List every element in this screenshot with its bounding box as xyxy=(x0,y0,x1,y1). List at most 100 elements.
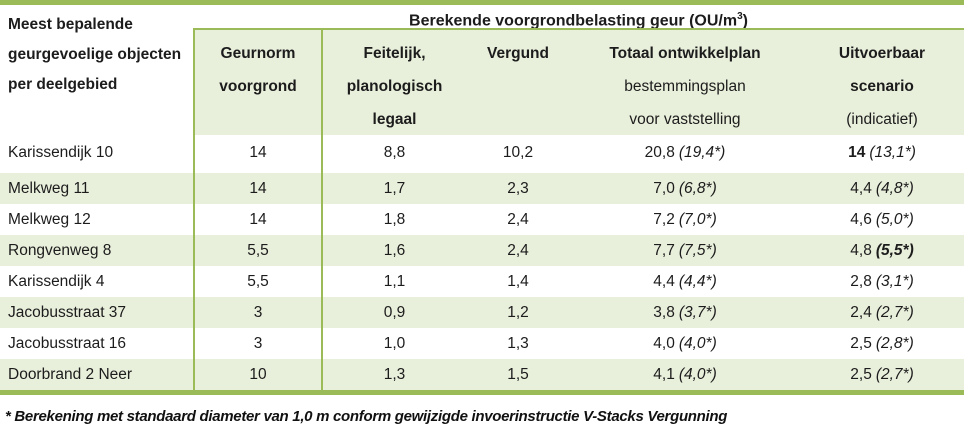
table-bottom-border xyxy=(0,390,964,395)
vergund-value: 1,3 xyxy=(507,334,529,352)
uitvoerbaar-star-value: (5,0*) xyxy=(875,210,914,228)
uitvoerbaar-value: 4,6 xyxy=(850,210,872,228)
table-row: Jacobusstraat 37 3 0,9 1,2 3,8 (3,7*) 2,… xyxy=(0,297,964,328)
col-header-line: Geurnorm xyxy=(220,45,296,62)
row-label: Karissendijk 10 xyxy=(8,144,114,161)
uitvoerbaar-cell: 4,8 (5,5*) xyxy=(800,235,964,266)
totaal-star-value: (3,7*) xyxy=(678,303,717,321)
column-header-row: Geurnorm voorgrond Feitelijk, planologis… xyxy=(193,28,964,135)
main-header-prefix: Berekende voorgrondbelasting geur (OU/m xyxy=(409,12,738,30)
row-label: Jacobusstraat 16 xyxy=(8,334,127,352)
feitelijk-value: 0,9 xyxy=(321,297,466,328)
uitvoerbaar-cell: 4,4 (4,8*) xyxy=(800,173,964,204)
uitvoerbaar-value: 2,5 xyxy=(850,365,872,383)
row-label: Melkweg 12 xyxy=(8,210,91,228)
uitvoerbaar-cell: 14 (13,1*) xyxy=(800,133,964,173)
uitvoerbaar-value: 2,4 xyxy=(850,303,872,321)
totaal-cell: 4,4 (4,4*) xyxy=(570,266,800,297)
uitvoerbaar-cell: 2,4 (2,7*) xyxy=(800,297,964,328)
totaal-value: 20,8 xyxy=(644,144,675,161)
col-header-line: voorgrond xyxy=(219,78,297,95)
feitelijk-value: 1,8 xyxy=(321,204,466,235)
feitelijk-value: 1,3 xyxy=(321,359,466,390)
totaal-cell: 20,8 (19,4*) xyxy=(570,133,800,173)
row-label: Melkweg 11 xyxy=(8,179,90,197)
geurnorm-value: 14 xyxy=(193,173,321,204)
vergund-value: 2,3 xyxy=(507,179,529,197)
col-header-line: scenario xyxy=(850,78,914,95)
uitvoerbaar-cell: 4,6 (5,0*) xyxy=(800,204,964,235)
table-row: Karissendijk 10 14 8,8 10,2 20,8 (19,4*)… xyxy=(0,133,964,173)
totaal-star-value: (7,0*) xyxy=(678,210,717,228)
totaal-value: 4,1 xyxy=(653,365,675,383)
totaal-cell: 7,2 (7,0*) xyxy=(570,204,800,235)
totaal-cell: 3,8 (3,7*) xyxy=(570,297,800,328)
row-label: Jacobusstraat 37 xyxy=(8,303,127,321)
totaal-cell: 4,1 (4,0*) xyxy=(570,359,800,390)
geurnorm-value: 3 xyxy=(193,328,321,359)
totaal-cell: 7,7 (7,5*) xyxy=(570,235,800,266)
vergund-value: 2,4 xyxy=(507,241,529,259)
col-header-line: bestemmingsplan xyxy=(624,78,746,95)
header-right-section: Berekende voorgrondbelasting geur (OU/m3… xyxy=(193,5,964,135)
col-header-line: voor vaststelling xyxy=(629,111,741,128)
uitvoerbaar-star-value: (5,5*) xyxy=(875,241,914,259)
col-header-vergund: Vergund xyxy=(466,30,570,135)
row-label: Doorbrand 2 Neer xyxy=(8,365,133,383)
table-row: Doorbrand 2 Neer 10 1,3 1,5 4,1 (4,0*) 2… xyxy=(0,359,964,390)
col-header-line: Uitvoerbaar xyxy=(838,45,926,62)
uitvoerbaar-cell: 2,8 (3,1*) xyxy=(800,266,964,297)
uitvoerbaar-star-value: (2,7*) xyxy=(875,365,914,383)
totaal-cell: 4,0 (4,0*) xyxy=(570,328,800,359)
corner-header: Meest bepalende geurgevoelige objecten p… xyxy=(8,16,182,93)
table-row: Jacobusstraat 16 3 1,0 1,3 4,0 (4,0*) 2,… xyxy=(0,328,964,359)
main-header-suffix: ) xyxy=(742,12,748,30)
table-row: Melkweg 12 14 1,8 2,4 7,2 (7,0*) 4,6 (5,… xyxy=(0,204,964,235)
col-header-line: legaal xyxy=(372,111,417,128)
feitelijk-value: 1,7 xyxy=(321,173,466,204)
table-top-border xyxy=(0,0,964,5)
totaal-value: 3,8 xyxy=(653,303,675,321)
col-header-line: (indicatief) xyxy=(846,111,918,128)
totaal-star-value: (4,0*) xyxy=(678,365,717,383)
feitelijk-value: 1,6 xyxy=(321,235,466,266)
uitvoerbaar-cell: 2,5 (2,7*) xyxy=(800,359,964,390)
geurnorm-value: 5,5 xyxy=(193,266,321,297)
col-header-line: Vergund xyxy=(486,45,549,62)
col-header-geurnorm: Geurnorm voorgrond xyxy=(193,30,321,135)
uitvoerbaar-value: 2,8 xyxy=(850,272,872,290)
col-header-line: Totaal ontwikkelplan xyxy=(609,45,761,62)
vergund-value: 10,2 xyxy=(502,144,534,161)
totaal-star-value: (19,4*) xyxy=(678,144,726,161)
col-header-feitelijk: Feitelijk, planologisch legaal xyxy=(321,30,466,135)
totaal-star-value: (4,0*) xyxy=(678,334,717,352)
totaal-star-value: (7,5*) xyxy=(678,241,717,259)
geurnorm-value: 14 xyxy=(193,133,321,173)
geurnorm-value: 3 xyxy=(193,297,321,328)
col-header-line: Feitelijk, xyxy=(363,45,426,62)
uitvoerbaar-value: 4,4 xyxy=(850,179,872,197)
uitvoerbaar-value: 4,8 xyxy=(850,241,872,259)
main-header-superscript: 3 xyxy=(737,11,743,22)
feitelijk-value: 8,8 xyxy=(321,133,466,173)
uitvoerbaar-star-value: (2,7*) xyxy=(875,303,914,321)
uitvoerbaar-value: 14 xyxy=(848,144,866,161)
geurnorm-value: 5,5 xyxy=(193,235,321,266)
table-header: Meest bepalende geurgevoelige objecten p… xyxy=(0,5,964,135)
totaal-value: 4,0 xyxy=(653,334,675,352)
geurnorm-value: 10 xyxy=(193,359,321,390)
vergund-value: 1,4 xyxy=(507,272,529,290)
row-label: Rongvenweg 8 xyxy=(8,241,112,259)
totaal-star-value: (4,4*) xyxy=(678,272,717,290)
feitelijk-value: 1,0 xyxy=(321,328,466,359)
table-row: Melkweg 11 14 1,7 2,3 7,0 (6,8*) 4,4 (4,… xyxy=(0,173,964,204)
vergund-value: 1,5 xyxy=(507,365,529,383)
totaal-value: 7,2 xyxy=(653,210,675,228)
footnote: * Berekening met standaard diameter van … xyxy=(5,408,728,425)
geurnorm-value: 14 xyxy=(193,204,321,235)
totaal-value: 4,4 xyxy=(653,272,675,290)
table-row: Rongvenweg 8 5,5 1,6 2,4 7,7 (7,5*) 4,8 … xyxy=(0,235,964,266)
uitvoerbaar-star-value: (13,1*) xyxy=(869,144,916,161)
col-header-uitvoerbaar: Uitvoerbaar scenario (indicatief) xyxy=(800,30,964,135)
